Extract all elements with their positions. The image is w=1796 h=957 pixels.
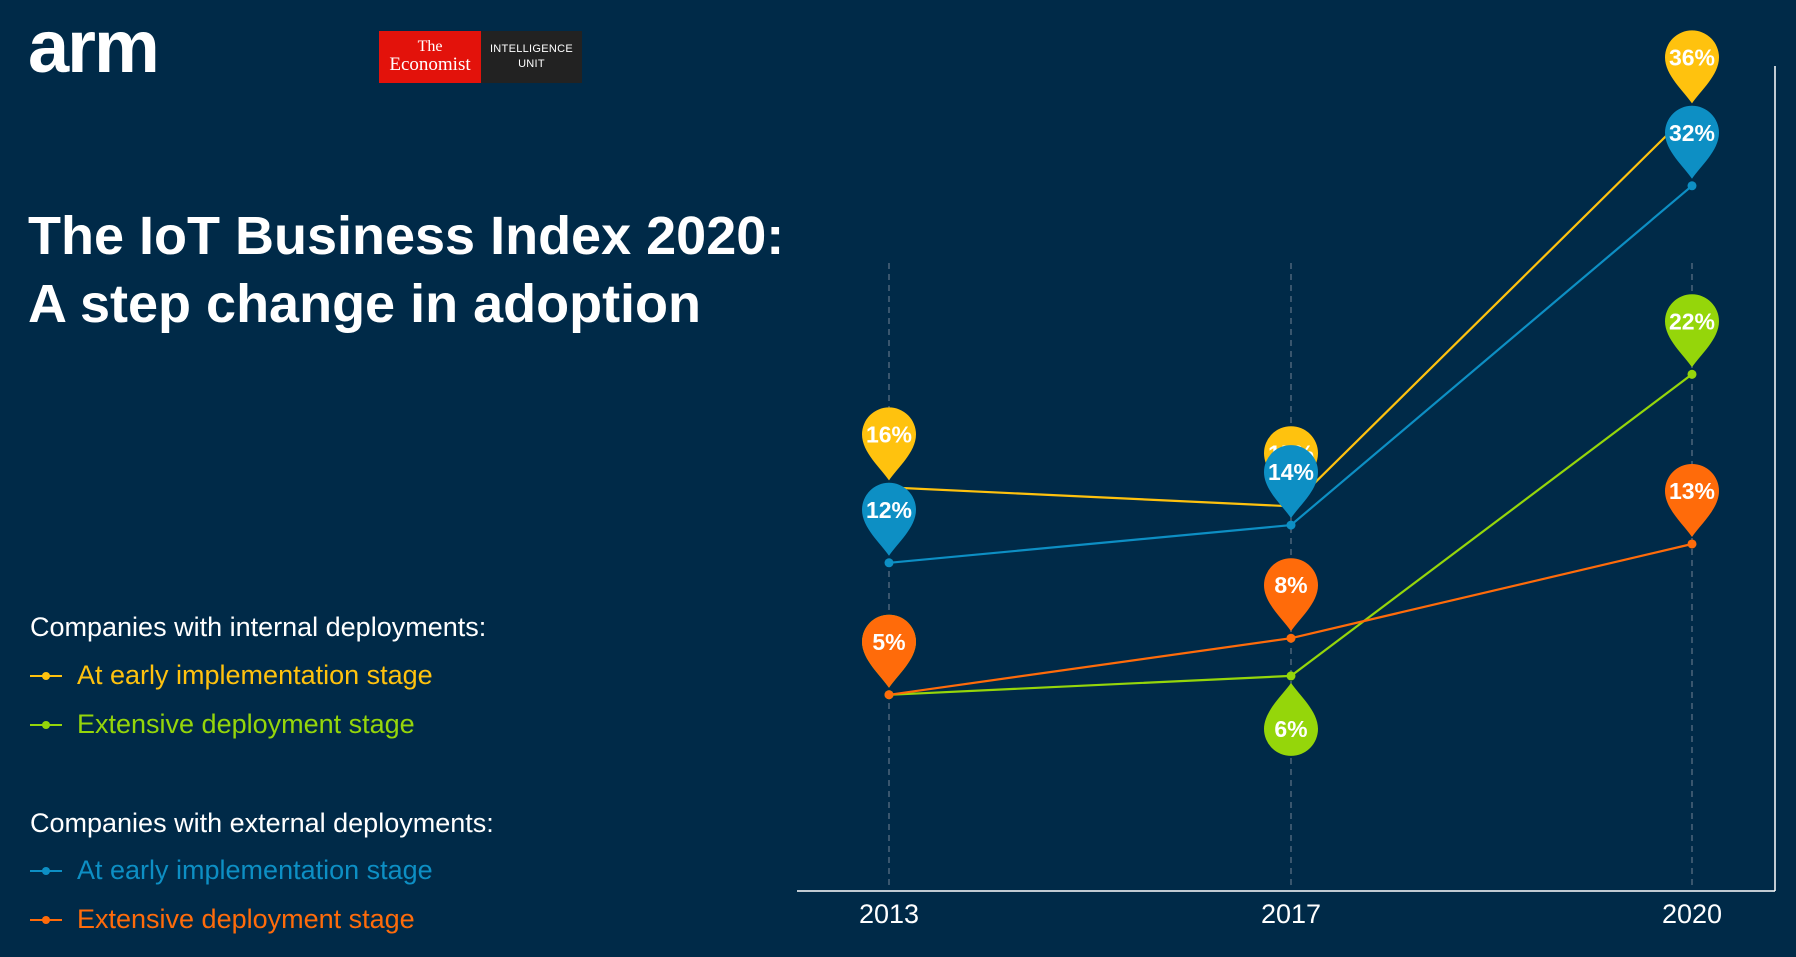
legend-label: At early implementation stage (77, 660, 433, 690)
value-pin (1264, 558, 1318, 632)
data-label: 5% (872, 629, 905, 655)
legend-marker-green (30, 720, 62, 729)
value-pin (1665, 463, 1719, 537)
title-line-2: A step change in adoption (28, 274, 702, 334)
data-point (1687, 539, 1697, 549)
legend-label: At early implementation stage (77, 855, 433, 885)
value-pin (1665, 294, 1719, 368)
data-point (1687, 369, 1697, 379)
data-label: 8% (1274, 572, 1307, 598)
economist-logo-red-box: The Economist (379, 31, 481, 83)
legend-marker-orange (30, 915, 62, 924)
x-tick-label: 2013 (859, 899, 919, 929)
value-pin (1665, 105, 1719, 179)
data-point (884, 690, 894, 700)
page-title: The IoT Business Index 2020: A step chan… (28, 202, 784, 338)
data-label: 22% (1669, 308, 1715, 334)
title-line-1: The IoT Business Index 2020: (28, 206, 785, 266)
value-pin (1264, 682, 1318, 756)
legend-item-external-extensive: Extensive deployment stage (30, 904, 415, 935)
data-label: 36% (1669, 44, 1715, 70)
x-tick-label: 2017 (1261, 899, 1321, 929)
data-point (1286, 633, 1296, 643)
value-pin (862, 407, 916, 481)
legend-heading-internal: Companies with internal deployments: (30, 612, 487, 642)
economist-logo-line2: Economist (389, 54, 471, 76)
data-label: 6% (1274, 716, 1307, 742)
value-pin (862, 482, 916, 556)
legend-item-internal-early: At early implementation stage (30, 660, 433, 691)
data-label: 32% (1669, 120, 1715, 146)
data-label: 14% (1268, 459, 1314, 485)
intelligence-unit-line1: INTELLIGENCE (489, 43, 574, 56)
legend-marker-yellow (30, 671, 62, 680)
legend-label: Extensive deployment stage (77, 904, 415, 934)
legend-item-internal-extensive: Extensive deployment stage (30, 709, 415, 740)
economist-intelligence-unit-logo: The Economist INTELLIGENCE UNIT (379, 31, 582, 83)
data-point (1286, 671, 1296, 681)
value-pin (862, 614, 916, 688)
legend-label: Extensive deployment stage (77, 709, 415, 739)
intelligence-unit-line2: UNIT (518, 58, 545, 70)
data-point (1286, 520, 1296, 530)
intelligence-unit-box: INTELLIGENCE UNIT (481, 31, 582, 83)
x-tick-label: 2020 (1662, 899, 1722, 929)
arm-logo: arm (28, 5, 160, 88)
data-point (1687, 181, 1697, 191)
legend-marker-blue (30, 866, 62, 875)
data-point (884, 558, 894, 568)
data-label: 13% (1669, 478, 1715, 504)
legend-item-external-early: At early implementation stage (30, 855, 433, 886)
value-pin (1264, 445, 1318, 519)
legend-heading-external: Companies with external deployments: (30, 808, 494, 838)
economist-logo-line1: The (417, 37, 443, 55)
data-label: 12% (866, 497, 912, 523)
value-pin (1665, 30, 1719, 104)
data-label: 16% (866, 421, 912, 447)
